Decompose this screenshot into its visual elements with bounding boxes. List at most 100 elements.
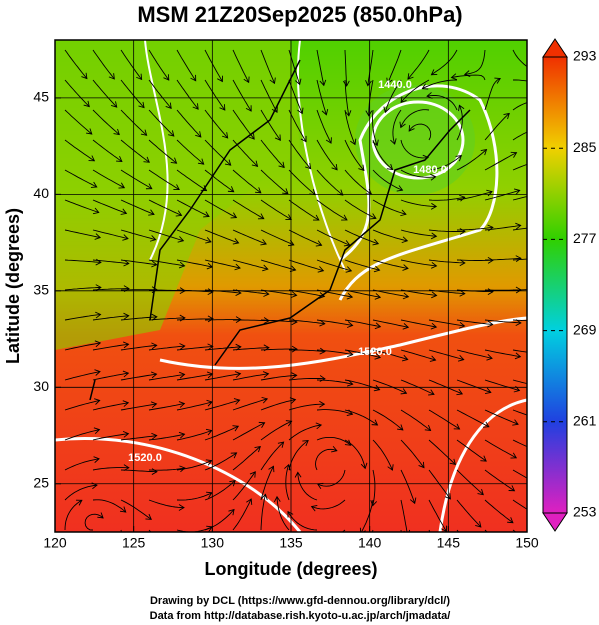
contour bbox=[297, 40, 346, 271]
streamline bbox=[148, 373, 185, 381]
arrowhead bbox=[104, 553, 110, 559]
streamline bbox=[512, 349, 527, 353]
streamline bbox=[387, 49, 402, 84]
streamline bbox=[92, 49, 115, 80]
x-tick-label: 145 bbox=[437, 535, 461, 551]
streamline bbox=[512, 163, 527, 171]
streamline bbox=[484, 379, 520, 391]
streamline bbox=[428, 319, 465, 327]
arrowhead bbox=[430, 202, 438, 210]
streamline bbox=[408, 123, 432, 141]
streamline bbox=[64, 313, 101, 321]
arrowhead bbox=[315, 240, 323, 247]
arrowhead bbox=[475, 521, 482, 528]
arrowhead bbox=[232, 238, 240, 245]
streamline bbox=[316, 229, 350, 246]
arrowhead bbox=[510, 452, 518, 459]
streamline bbox=[512, 131, 527, 141]
arrowhead bbox=[304, 162, 312, 170]
streamline bbox=[232, 373, 269, 381]
streamline bbox=[148, 433, 185, 441]
streamline bbox=[288, 199, 320, 221]
streamline bbox=[344, 139, 365, 171]
arrowhead bbox=[254, 445, 261, 453]
arrowhead bbox=[430, 261, 438, 269]
streamline bbox=[400, 529, 402, 532]
arrowhead bbox=[373, 265, 381, 273]
arrowhead bbox=[227, 186, 235, 193]
contour-label: 1520.0 bbox=[128, 452, 162, 464]
arrowhead bbox=[431, 291, 438, 299]
arrowhead bbox=[374, 353, 382, 360]
streamline bbox=[148, 403, 185, 411]
streamline bbox=[176, 79, 199, 110]
y-tick-label: 35 bbox=[33, 282, 49, 298]
streamline bbox=[344, 199, 377, 219]
arrowhead bbox=[459, 289, 466, 297]
arrowhead bbox=[407, 73, 414, 80]
arrowhead bbox=[402, 292, 410, 300]
streamline bbox=[431, 49, 458, 76]
streamline bbox=[232, 199, 265, 219]
arrowhead bbox=[195, 131, 202, 138]
streamline bbox=[464, 49, 486, 75]
streamline bbox=[360, 499, 374, 532]
arrowhead bbox=[402, 264, 409, 271]
streamline bbox=[232, 398, 268, 411]
streamline bbox=[316, 319, 353, 326]
arrowhead bbox=[444, 493, 451, 500]
streamline bbox=[92, 467, 129, 471]
arrowhead bbox=[232, 425, 240, 432]
streamline bbox=[204, 109, 229, 139]
streamline bbox=[204, 49, 223, 82]
arrowhead bbox=[507, 517, 514, 524]
streamline bbox=[456, 226, 493, 231]
streamline bbox=[120, 79, 145, 108]
arrowhead bbox=[190, 74, 197, 82]
arrowhead bbox=[386, 77, 393, 85]
arrowhead bbox=[422, 154, 430, 162]
arrowhead bbox=[111, 101, 118, 108]
arrowhead bbox=[151, 432, 158, 440]
streamline bbox=[297, 472, 318, 501]
streamline bbox=[344, 289, 381, 298]
arrowhead bbox=[143, 156, 150, 163]
streamline bbox=[372, 439, 393, 471]
streamline bbox=[232, 422, 265, 441]
streamline bbox=[120, 344, 157, 351]
arrowhead bbox=[400, 209, 407, 217]
arrowhead bbox=[148, 209, 155, 216]
arrowhead bbox=[178, 431, 186, 439]
streamline bbox=[64, 499, 83, 531]
streamline bbox=[204, 199, 237, 218]
arrowhead bbox=[372, 239, 380, 246]
arrowhead bbox=[331, 163, 338, 171]
streamline bbox=[176, 373, 213, 381]
streamline bbox=[400, 139, 429, 159]
arrowhead bbox=[122, 370, 130, 378]
streamline bbox=[428, 409, 460, 430]
arrowhead bbox=[373, 384, 381, 392]
streamline bbox=[372, 109, 378, 146]
streamline bbox=[456, 529, 460, 532]
arrowhead bbox=[418, 461, 425, 469]
arrowhead bbox=[486, 353, 493, 361]
streamline bbox=[288, 109, 307, 142]
arrowhead bbox=[346, 321, 354, 328]
arrowhead bbox=[149, 235, 157, 242]
footer: Data from http://database.rish.kyoto-u.a… bbox=[150, 610, 451, 622]
arrowhead bbox=[94, 340, 102, 348]
arrowhead bbox=[197, 158, 205, 165]
streamline bbox=[456, 439, 487, 462]
y-tick-label: 30 bbox=[33, 378, 49, 394]
arrowhead bbox=[319, 319, 326, 327]
arrowhead bbox=[248, 133, 255, 140]
streamline bbox=[316, 379, 353, 385]
streamline bbox=[316, 169, 344, 196]
arrowhead bbox=[140, 129, 148, 136]
streamline bbox=[232, 109, 255, 140]
arrowhead bbox=[484, 387, 492, 394]
arrowhead bbox=[90, 181, 98, 188]
x-axis-label: Longitude (degrees) bbox=[204, 559, 377, 579]
